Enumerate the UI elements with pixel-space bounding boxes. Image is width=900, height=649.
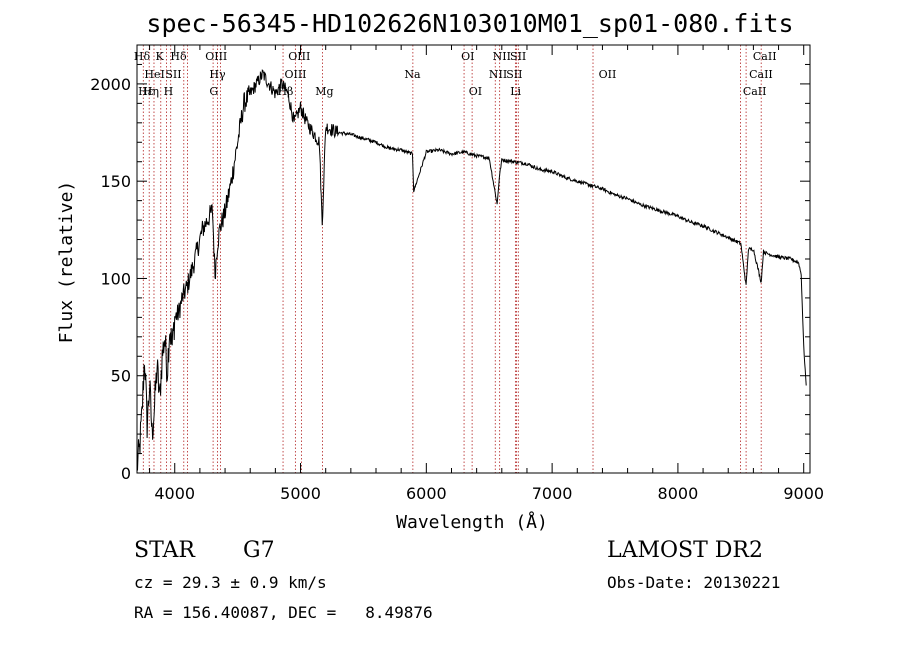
object-subclass: G7 [243,538,275,563]
line-label-19: Hη [143,85,159,98]
x-tick-label-1: 5000 [280,484,321,503]
line-label-25: Li [510,85,521,98]
line-label-16: OII [599,68,617,81]
spectral-line-markers [142,45,762,473]
line-label-12: OIII [284,68,306,81]
plot-frame [136,44,811,474]
line-label-21: G [209,85,218,98]
line-label-5: OI [461,50,474,63]
line-label-15: SII [506,68,522,81]
line-label-24: OI [469,85,482,98]
x-tick-label-5: 9000 [783,484,824,503]
line-label-14: NII [489,68,507,81]
line-label-20: H [164,85,174,98]
chart-title: spec-56345-HD102626N103010M01_sp01-080.f… [146,9,793,38]
x-axis-label: Wavelength (Å) [396,511,548,533]
y-tick-label-3: 150 [100,172,131,191]
x-axis: 4000 5000 6000 7000 8000 9000 [149,45,824,503]
y-axis-label: Flux (relative) [56,181,77,344]
line-label-17: CaII [749,68,773,81]
line-label-6: NII [493,50,511,63]
x-tick-label-3: 7000 [532,484,573,503]
spectrum-trace [136,69,807,471]
line-label-9: HeI [144,68,164,81]
line-label-23: Mg [315,85,333,98]
x-tick-label-0: 4000 [154,484,195,503]
spectrum-series [136,69,807,471]
line-label-18: Hε [138,85,154,98]
redshift-cz: cz = 29.3 ± 0.9 km/s [134,573,327,592]
line-label-7: SII [510,50,526,63]
object-class: STAR [134,538,195,563]
line-label-4: OIII [288,50,310,63]
line-label-22: Hβ [277,85,293,98]
survey-name: LAMOST DR2 [607,538,763,563]
y-axis: 0 50 100 150 2000 [90,63,810,483]
y-tick-label-0: 0 [121,464,131,483]
line-label-3: OIII [205,50,227,63]
y-tick-label-2: 100 [100,269,131,288]
line-label-11: Hγ [209,68,226,81]
y-tick-label-4: 2000 [90,75,131,94]
y-tick-label-1: 50 [111,367,131,386]
line-label-2: Hδ [170,50,187,63]
x-tick-label-4: 8000 [658,484,699,503]
x-tick-label-2: 6000 [406,484,447,503]
line-label-0: Hδ [134,50,151,63]
line-label-10: SII [165,68,181,81]
line-label-1: K [156,50,165,63]
line-label-13: Na [404,68,421,81]
line-label-8: CaII [753,50,777,63]
line-label-26: CaII [743,85,767,98]
coordinates: RA = 156.40087, DEC = 8.49876 [134,603,433,622]
observation-date: Obs-Date: 20130221 [607,573,781,592]
